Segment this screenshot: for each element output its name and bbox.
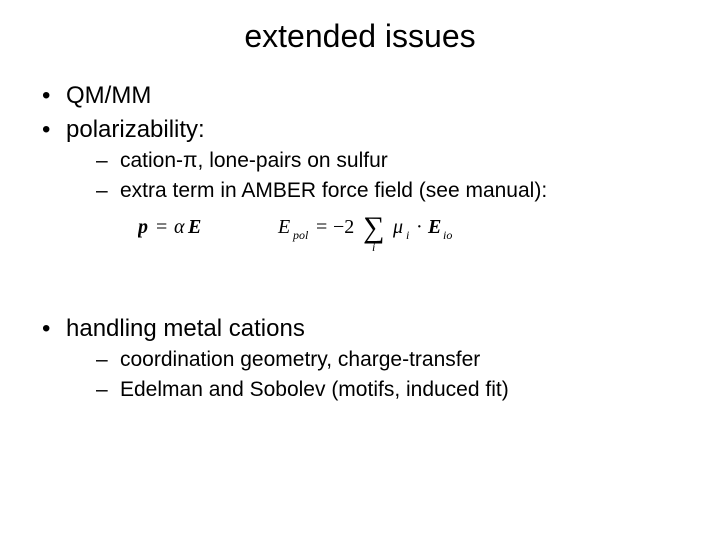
sub-bullet-text: cation-π, lone-pairs on sulfur: [120, 149, 388, 172]
eq2-pol: pol: [292, 228, 309, 242]
bullet-text: polarizability:: [66, 116, 205, 143]
eq2-Efield: E: [427, 216, 441, 238]
eq2-E-sub: io: [443, 228, 452, 242]
sub-bullet-list: coordination geometry, charge-transfer E…: [66, 346, 684, 405]
sub-bullet-text: extra term in AMBER force field (see man…: [120, 179, 547, 202]
bullet-text: handling metal cations: [66, 315, 305, 342]
eq2-E: E: [277, 216, 290, 238]
eq2-coef: −2: [333, 216, 354, 238]
sub-bullet-list: cation-π, lone-pairs on sulfur extra ter…: [66, 147, 684, 206]
bullet-item: polarizability: cation-π, lone-pairs on …: [36, 114, 684, 251]
bullet-item: handling metal cations coordination geom…: [36, 313, 684, 404]
bullet-list-2: handling metal cations coordination geom…: [36, 313, 684, 404]
equations-block: p = α E E pol = −2 ∑ i μ i · E: [138, 211, 684, 251]
eq2-sigma-idx: i: [372, 240, 375, 253]
sub-bullet-text: coordination geometry, charge-transfer: [120, 348, 480, 371]
sub-bullet-item: Edelman and Sobolev (motifs, induced fit…: [66, 376, 684, 404]
eq1-E: E: [187, 216, 201, 238]
eq1-alpha: α: [174, 216, 185, 238]
eq2-dot: ·: [416, 216, 423, 238]
bullet-item: QM/MM: [36, 80, 684, 112]
eq2-equals: =: [316, 216, 327, 238]
eq2-mu-sub: i: [406, 228, 409, 242]
spacer: [36, 253, 684, 313]
equations-svg: p = α E E pol = −2 ∑ i μ i · E: [138, 211, 558, 253]
sub-bullet-text: Edelman and Sobolev (motifs, induced fit…: [120, 378, 509, 401]
eq1-equals: =: [156, 216, 167, 238]
slide-title: extended issues: [0, 18, 720, 55]
eq2-mu: μ: [392, 216, 403, 238]
eq1-p: p: [138, 216, 148, 238]
slide-body: QM/MM polarizability: cation-π, lone-pai…: [36, 80, 684, 407]
sub-bullet-item: extra term in AMBER force field (see man…: [66, 177, 684, 205]
bullet-list-1: QM/MM polarizability: cation-π, lone-pai…: [36, 80, 684, 251]
slide: extended issues QM/MM polarizability: ca…: [0, 0, 720, 540]
sub-bullet-item: cation-π, lone-pairs on sulfur: [66, 147, 684, 175]
sub-bullet-item: coordination geometry, charge-transfer: [66, 346, 684, 374]
bullet-text: QM/MM: [66, 82, 151, 109]
